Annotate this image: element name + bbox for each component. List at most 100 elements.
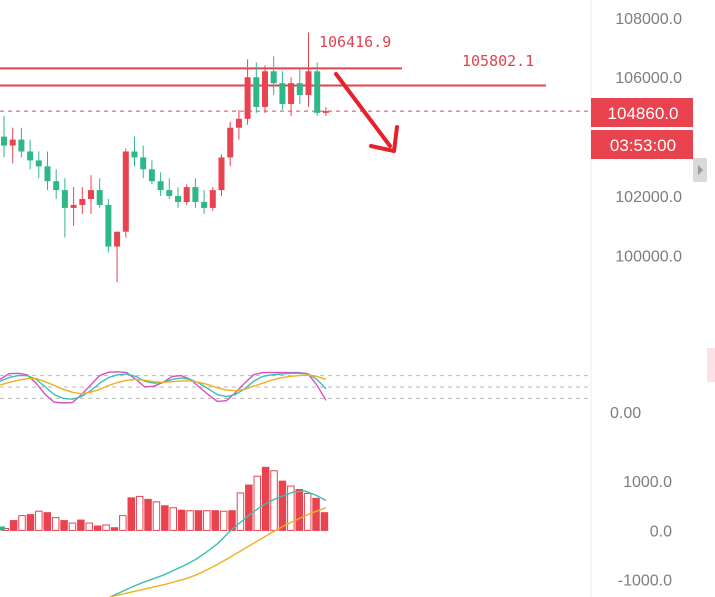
candle-body bbox=[1, 136, 7, 146]
candle-body bbox=[314, 71, 321, 113]
annotation-resistance: 105802.1 bbox=[462, 52, 534, 70]
macd-histogram-bar bbox=[287, 485, 295, 531]
candle-body bbox=[288, 83, 295, 104]
candle-body bbox=[183, 187, 190, 202]
macd-histogram-bar bbox=[0, 526, 5, 531]
candle-body bbox=[148, 169, 155, 182]
candle-body bbox=[166, 190, 173, 197]
macd-histogram-bar bbox=[51, 517, 60, 531]
macd-histogram-bar bbox=[211, 510, 219, 531]
price-axis-tick: 108000.0 bbox=[615, 11, 682, 28]
macd-histogram-bar bbox=[68, 522, 77, 531]
candle-body bbox=[175, 196, 181, 202]
price-axis-tick: 106000.0 bbox=[615, 70, 682, 87]
candle-body bbox=[244, 77, 251, 119]
macd-histogram-bar bbox=[18, 515, 26, 531]
candle-body bbox=[322, 111, 329, 113]
macd-histogram-bar bbox=[35, 510, 43, 531]
macd-axis-tick: -1000.0 bbox=[618, 573, 672, 590]
candle-body bbox=[305, 71, 312, 96]
macd-histogram-bar bbox=[245, 484, 253, 531]
candle-body bbox=[44, 166, 51, 182]
macd-histogram-bar bbox=[303, 492, 312, 531]
candle-body bbox=[122, 151, 129, 232]
macd-histogram-bar bbox=[26, 514, 35, 531]
macd-histogram-bar bbox=[312, 497, 320, 531]
macd-histogram-bar bbox=[203, 510, 211, 531]
candle-body bbox=[235, 118, 242, 128]
macd-histogram-bar bbox=[295, 489, 303, 531]
macd-histogram-bar bbox=[161, 505, 169, 531]
macd-line bbox=[109, 490, 327, 597]
stochastic-axis-tick: 0.00 bbox=[610, 405, 641, 422]
macd-histogram-bar bbox=[60, 520, 68, 531]
scroll-arrow-icon bbox=[698, 165, 703, 175]
current-price-tag-bg bbox=[591, 98, 693, 127]
macd-histogram-bar bbox=[43, 512, 51, 531]
macd-histogram-bar bbox=[144, 498, 152, 531]
trend-arrow-shaft bbox=[334, 72, 392, 148]
stochastic-panel: 0.00 bbox=[0, 371, 641, 422]
macd-histogram-bar bbox=[261, 466, 270, 531]
candle-body bbox=[9, 139, 16, 146]
macd-histogram-bar bbox=[152, 501, 161, 531]
macd-histogram-bar bbox=[194, 510, 203, 531]
candle-body bbox=[218, 157, 225, 191]
macd-histogram-bar bbox=[320, 512, 329, 531]
candle-body bbox=[79, 199, 86, 205]
countdown-tag: 03:53:00 bbox=[610, 136, 676, 155]
macd-histogram-bar bbox=[253, 475, 261, 531]
stochastic-line bbox=[0, 372, 327, 400]
macd-histogram-bar bbox=[219, 510, 228, 531]
candle-body bbox=[61, 190, 68, 208]
candle-body bbox=[105, 204, 112, 247]
macd-histogram-bar bbox=[9, 520, 18, 531]
candle-body bbox=[18, 139, 25, 152]
macd-axis-tick: 0.0 bbox=[650, 523, 672, 540]
macd-histogram-bar bbox=[236, 492, 245, 531]
candle-body bbox=[96, 190, 103, 205]
candle-body bbox=[88, 190, 94, 200]
candle-body bbox=[296, 83, 303, 96]
candle-body bbox=[227, 127, 234, 158]
candle-body bbox=[209, 190, 216, 208]
stochastic-line bbox=[0, 374, 327, 395]
macd-panel: 1000.0 0.0 -1000.0 bbox=[0, 466, 672, 597]
macd-histogram-bar bbox=[119, 515, 127, 531]
candle-body bbox=[253, 77, 260, 107]
macd-histogram-bar bbox=[77, 519, 85, 531]
candle-body bbox=[262, 71, 268, 107]
macd-histogram-bar bbox=[127, 497, 135, 531]
macd-histogram-bar bbox=[93, 525, 102, 531]
price-axis-tick: 100000.0 bbox=[615, 248, 682, 265]
candle-body bbox=[201, 201, 208, 208]
edge-accent-bar bbox=[707, 348, 715, 382]
macd-histogram-bar bbox=[186, 510, 194, 531]
macd-histogram-bar bbox=[85, 522, 93, 531]
candle-body bbox=[270, 71, 277, 84]
macd-histogram-bar bbox=[110, 527, 119, 531]
candle-body bbox=[35, 160, 42, 167]
candle-body bbox=[114, 231, 121, 247]
candle-body bbox=[27, 151, 34, 161]
macd-line bbox=[109, 507, 327, 597]
candle-body bbox=[157, 181, 164, 191]
macd-histogram-bar bbox=[102, 524, 110, 531]
macd-axis-tick: 1000.0 bbox=[623, 474, 672, 491]
candle-body bbox=[279, 83, 286, 104]
trend-arrow-head-icon bbox=[369, 125, 399, 153]
macd-histogram-bar bbox=[135, 495, 144, 531]
candle-body bbox=[53, 181, 60, 191]
current-price-tag: 104860.0 bbox=[608, 104, 679, 123]
candle-body bbox=[140, 157, 147, 170]
candle-body bbox=[131, 151, 138, 158]
price-panel: 108000.0 106000.0 102000.0 100000.0 106416.9… bbox=[0, 11, 682, 283]
candle-body bbox=[192, 187, 199, 202]
macd-histogram-bar bbox=[177, 509, 186, 531]
price-axis-tick: 102000.0 bbox=[615, 189, 682, 206]
macd-histogram-bar bbox=[278, 480, 287, 531]
candle-body bbox=[70, 204, 77, 208]
annotation-high: 106416.9 bbox=[319, 33, 391, 51]
countdown-tag-bg bbox=[591, 130, 693, 159]
